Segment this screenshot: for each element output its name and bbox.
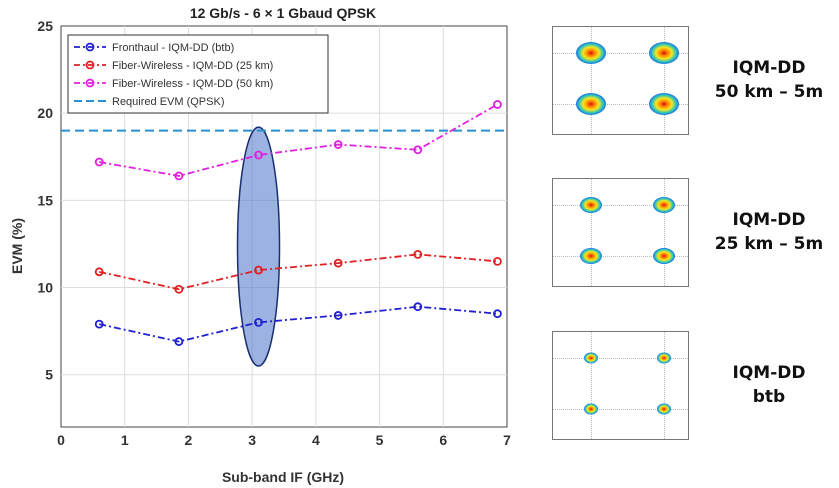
series-line-2 bbox=[99, 253, 498, 291]
legend-marker bbox=[85, 78, 95, 88]
series-group bbox=[94, 100, 502, 346]
chart-title: 12 Gb/s - 6 × 1 Gbaud QPSK bbox=[190, 5, 376, 21]
constellation-label-line2: btb bbox=[752, 386, 786, 407]
x-tick-label: 6 bbox=[439, 432, 447, 448]
y-tick-label: 25 bbox=[37, 18, 53, 34]
data-point bbox=[174, 337, 184, 346]
data-point bbox=[254, 265, 263, 275]
constellation-point-cluster bbox=[583, 403, 598, 415]
constellation-grid-line bbox=[553, 204, 688, 206]
legend: Fronthaul - IQM-DD (btb) Fiber-Wireless -… bbox=[67, 34, 329, 114]
highlight-ellipse-group bbox=[236, 126, 281, 367]
constellation-label: IQM-DD btb bbox=[704, 361, 834, 409]
constellation-point-cluster bbox=[575, 41, 606, 64]
y-tick-label: 5 bbox=[45, 367, 53, 383]
data-point bbox=[493, 100, 502, 109]
legend-box bbox=[67, 34, 329, 114]
data-point bbox=[413, 249, 423, 259]
constellation-point-cluster bbox=[575, 93, 606, 116]
x-tick-label: 0 bbox=[57, 432, 65, 448]
constellation-point-cluster bbox=[656, 352, 671, 364]
y-tick-label: 10 bbox=[37, 280, 53, 296]
data-point bbox=[493, 256, 502, 266]
constellation-label-line2: 25 km – 5m bbox=[714, 233, 824, 254]
data-point bbox=[493, 309, 502, 319]
data-point bbox=[413, 302, 423, 312]
data-point bbox=[94, 319, 104, 329]
data-point bbox=[174, 284, 184, 294]
constellation-point-cluster bbox=[652, 196, 675, 213]
constellation-grid-line bbox=[663, 332, 665, 439]
data-point bbox=[333, 140, 343, 149]
data-point bbox=[254, 150, 263, 160]
constellation-label: IQM-DD 50 km – 5m bbox=[704, 56, 834, 104]
legend-marker bbox=[85, 42, 95, 52]
x-axis-label: Sub-band IF (GHz) bbox=[222, 469, 344, 485]
y-tick-label: 20 bbox=[37, 105, 53, 121]
constellation-point-cluster bbox=[579, 196, 602, 213]
constellation-grid-line bbox=[553, 409, 688, 411]
legend-marker bbox=[85, 60, 95, 70]
tick-labels: 0 1 2 3 4 5 6 7 5 10 15 20 25 bbox=[37, 18, 511, 448]
data-point bbox=[333, 258, 343, 268]
legend-entry-label: Fiber-Wireless - IQM-DD (25 km) bbox=[112, 60, 273, 72]
data-point bbox=[174, 171, 184, 181]
constellation-grid-line bbox=[590, 332, 592, 439]
highlight-ellipse bbox=[236, 126, 281, 367]
constellation-label-line1: IQM-DD bbox=[732, 57, 806, 78]
data-point bbox=[333, 311, 343, 320]
data-point bbox=[254, 317, 263, 327]
x-tick-label: 7 bbox=[503, 432, 511, 448]
constellation-label-line2: 50 km – 5m bbox=[714, 81, 824, 102]
constellation-point-cluster bbox=[583, 352, 598, 364]
constellation-grid-line bbox=[553, 256, 688, 258]
y-tick-label: 15 bbox=[37, 192, 53, 208]
constellation-diagram bbox=[552, 26, 689, 135]
constellation-point-cluster bbox=[648, 41, 679, 64]
x-tick-label: 2 bbox=[185, 432, 193, 448]
constellation-point-cluster bbox=[648, 93, 679, 116]
constellation-grid-line bbox=[553, 52, 688, 54]
legend-entry-label: Required EVM (QPSK) bbox=[112, 96, 224, 108]
constellation-label-line1: IQM-DD bbox=[732, 209, 806, 230]
constellation-diagram bbox=[552, 331, 689, 440]
legend-entry-label: Fiber-Wireless - IQM-DD (50 km) bbox=[112, 78, 273, 90]
constellation-grid-line bbox=[553, 357, 688, 359]
x-tick-label: 4 bbox=[312, 432, 320, 448]
constellation-grid-line bbox=[663, 179, 665, 286]
constellation-grid-line bbox=[590, 27, 592, 134]
constellation-grid-line bbox=[553, 104, 688, 106]
constellation-point-cluster bbox=[652, 248, 675, 265]
data-point bbox=[413, 145, 423, 155]
constellation-point-cluster bbox=[579, 248, 602, 265]
x-tick-label: 5 bbox=[376, 432, 384, 448]
constellation-grid-line bbox=[590, 179, 592, 286]
legend-entry-label: Fronthaul - IQM-DD (btb) bbox=[112, 42, 234, 54]
constellation-point-cluster bbox=[656, 403, 671, 415]
data-point bbox=[94, 157, 104, 167]
series-line-1 bbox=[99, 305, 498, 343]
data-point bbox=[94, 267, 104, 277]
constellation-diagram bbox=[552, 178, 689, 287]
constellation-label-line1: IQM-DD bbox=[732, 362, 806, 383]
y-axis-label: EVM (%) bbox=[9, 218, 25, 274]
constellation-label: IQM-DD 25 km – 5m bbox=[704, 208, 834, 256]
x-tick-label: 1 bbox=[121, 432, 129, 448]
evm-chart: 12 Gb/s - 6 × 1 Gbaud QPSK 0 1 2 3 4 5 6 7 5 10 15… bbox=[9, 5, 511, 485]
x-tick-label: 3 bbox=[248, 432, 256, 448]
constellation-grid-line bbox=[663, 27, 665, 134]
